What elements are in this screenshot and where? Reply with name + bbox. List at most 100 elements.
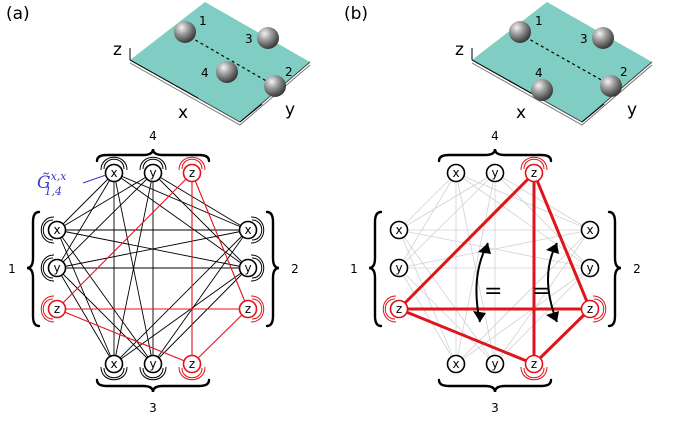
brace-group-2 [607, 210, 622, 328]
arrowhead [478, 243, 491, 254]
group-label-1: 1 [350, 262, 358, 276]
group-label-4: 4 [491, 129, 499, 143]
self-loop [100, 366, 128, 381]
ion-label-2: 2 [620, 65, 628, 79]
node-2z: z [580, 299, 600, 319]
edge [152, 267, 249, 365]
edge-faded [494, 267, 591, 365]
ion-label-2: 2 [285, 65, 293, 79]
node-circle [580, 299, 600, 319]
edge-z-strong [398, 307, 535, 366]
crystal-surface [130, 2, 310, 122]
ion-label-3: 3 [245, 32, 253, 46]
node-circle [238, 299, 258, 319]
ion-label-3: 3 [580, 32, 588, 46]
axis-label-y: y [285, 100, 295, 120]
group-label-4: 4 [149, 129, 157, 143]
node-3x: x [446, 354, 466, 374]
edge-faded [398, 172, 457, 231]
node-label: x [110, 357, 117, 371]
node-2x: x [238, 220, 258, 240]
node-label: z [54, 302, 60, 316]
node-label: x [452, 357, 459, 371]
self-loop [40, 216, 55, 244]
y-axis [581, 103, 605, 123]
brace-group-1 [26, 210, 41, 328]
ion-sphere-1 [174, 21, 196, 43]
node-label: x [395, 223, 402, 237]
node-circle [47, 220, 67, 240]
node-circle [182, 163, 202, 183]
edge [113, 229, 249, 365]
node-label: z [396, 302, 402, 316]
coupling-graph-b: x y z x y z x y z x y z 1 2 3 4 = = [350, 129, 641, 415]
node-label: y [149, 357, 156, 371]
self-loop [592, 295, 607, 323]
node-circle [580, 258, 600, 278]
node-circle [389, 258, 409, 278]
node-circle [104, 163, 124, 183]
node-circle [524, 354, 544, 374]
node-3y: y [143, 354, 163, 374]
node-label: y [395, 261, 402, 275]
self-loop [40, 254, 55, 282]
coupling-label-main: G̃ [37, 173, 51, 193]
self-loops-b [382, 156, 607, 381]
node-label: z [189, 166, 195, 180]
ion-label-4: 4 [535, 66, 543, 80]
node-label: x [110, 166, 117, 180]
brace-group-3 [95, 378, 211, 393]
edge [152, 172, 249, 269]
node-3z: z [182, 354, 202, 374]
edges-b [397, 171, 592, 366]
edge-faded [455, 267, 591, 365]
edge-faded [455, 172, 496, 365]
edge-faded [398, 172, 457, 269]
crystal-edge-shadow [129, 62, 311, 126]
node-label: x [244, 223, 251, 237]
arrowhead [473, 311, 486, 322]
axis-label-x: x [516, 103, 526, 123]
crystal-diagram-b: z x y 1 3 4 2 [455, 2, 653, 126]
axis-label-x: x [178, 103, 188, 123]
node-4y: y [485, 163, 505, 183]
self-loop [520, 156, 548, 171]
node-circle [238, 220, 258, 240]
brace-group-4 [437, 148, 553, 163]
group-label-2: 2 [291, 262, 299, 276]
node-2y: y [580, 258, 600, 278]
node-2y: y [238, 258, 258, 278]
node-4x: x [446, 163, 466, 183]
edge [113, 172, 154, 365]
node-4z: z [182, 163, 202, 183]
crystal-edge-shadow [471, 62, 653, 126]
brace-group-2 [265, 210, 280, 328]
edge [113, 267, 249, 365]
ion-sphere-1 [509, 21, 531, 43]
group-label-2: 2 [633, 262, 641, 276]
node-2x: x [580, 220, 600, 240]
arrowhead [546, 243, 559, 254]
coupling-label: G̃x,x 1,4 [37, 170, 67, 198]
axis-label-y: y [627, 100, 637, 120]
node-label: y [586, 261, 593, 275]
ion-sphere-3 [592, 27, 614, 49]
node-2z: z [238, 299, 258, 319]
node-1y: y [47, 258, 67, 278]
node-circle [485, 163, 505, 183]
self-loop [520, 366, 548, 381]
edges-a [56, 172, 249, 365]
ion-sphere-4 [531, 79, 553, 101]
edge [113, 172, 249, 269]
node-circle [524, 163, 544, 183]
edge-z-strong [397, 171, 536, 311]
node-3z: z [524, 354, 544, 374]
node-circle [485, 354, 505, 374]
edge [152, 172, 249, 231]
node-1z: z [47, 299, 67, 319]
node-label: z [245, 302, 251, 316]
node-circle [580, 220, 600, 240]
node-label: z [587, 302, 593, 316]
node-circle [389, 220, 409, 240]
nodes-a: x y z x y z x y z x y z [47, 163, 258, 374]
